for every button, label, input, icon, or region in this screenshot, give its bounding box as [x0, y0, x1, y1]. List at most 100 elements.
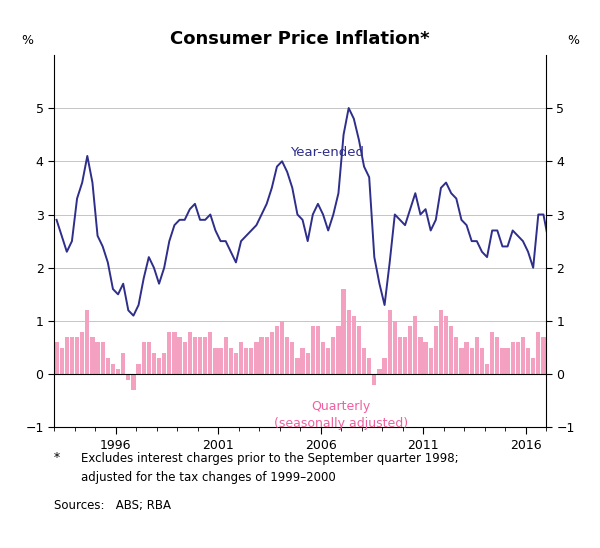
Bar — [229, 347, 233, 374]
Bar — [439, 310, 443, 374]
Bar — [572, 342, 577, 374]
Bar — [326, 347, 331, 374]
Bar — [347, 310, 351, 374]
Bar — [131, 374, 136, 390]
Bar — [126, 374, 130, 380]
Bar — [254, 342, 259, 374]
Bar — [65, 337, 69, 374]
Title: Consumer Price Inflation*: Consumer Price Inflation* — [170, 30, 430, 48]
Bar — [182, 342, 187, 374]
Bar — [459, 347, 464, 374]
Bar — [213, 347, 218, 374]
Bar — [146, 342, 151, 374]
Bar — [116, 369, 120, 374]
Bar — [511, 342, 515, 374]
Bar — [551, 347, 556, 374]
Bar — [316, 326, 320, 374]
Bar — [259, 337, 264, 374]
Bar — [587, 363, 592, 374]
Bar — [392, 321, 397, 374]
Bar — [136, 363, 141, 374]
Bar — [567, 342, 571, 374]
Bar — [490, 332, 494, 374]
Bar — [101, 342, 105, 374]
Bar — [557, 353, 561, 374]
Bar — [470, 347, 474, 374]
Bar — [449, 326, 454, 374]
Bar — [321, 342, 325, 374]
Bar — [85, 310, 89, 374]
Bar — [90, 337, 95, 374]
Bar — [541, 337, 545, 374]
Bar — [244, 347, 248, 374]
Bar — [203, 337, 208, 374]
Bar — [331, 337, 335, 374]
Bar — [234, 353, 238, 374]
Bar — [357, 326, 361, 374]
Bar — [172, 332, 176, 374]
Bar — [208, 332, 212, 374]
Bar — [526, 347, 530, 374]
Bar — [531, 358, 535, 374]
Bar — [505, 347, 510, 374]
Bar — [377, 369, 382, 374]
Bar — [495, 337, 499, 374]
Bar — [249, 347, 253, 374]
Bar — [413, 316, 418, 374]
Bar — [80, 332, 85, 374]
Bar — [341, 289, 346, 374]
Bar — [106, 358, 110, 374]
Bar — [434, 326, 438, 374]
Bar — [388, 310, 392, 374]
Text: Year-ended: Year-ended — [290, 146, 364, 159]
Bar — [418, 337, 422, 374]
Bar — [598, 374, 600, 380]
Bar — [367, 358, 371, 374]
Bar — [582, 363, 587, 374]
Bar — [269, 332, 274, 374]
Bar — [480, 347, 484, 374]
Bar — [521, 337, 525, 374]
Bar — [198, 337, 202, 374]
Bar — [152, 353, 156, 374]
Bar — [75, 337, 79, 374]
Bar — [475, 337, 479, 374]
Bar — [428, 347, 433, 374]
Bar — [372, 374, 376, 385]
Text: Excludes interest charges prior to the September quarter 1998;: Excludes interest charges prior to the S… — [81, 452, 458, 465]
Bar — [515, 342, 520, 374]
Bar — [403, 337, 407, 374]
Bar — [311, 326, 315, 374]
Text: adjusted for the tax changes of 1999–2000: adjusted for the tax changes of 1999–200… — [81, 471, 336, 484]
Bar — [336, 326, 341, 374]
Bar — [70, 337, 74, 374]
Bar — [275, 326, 279, 374]
Bar — [121, 353, 125, 374]
Bar — [464, 342, 469, 374]
Text: Quarterly
(seasonally adjusted): Quarterly (seasonally adjusted) — [274, 399, 408, 430]
Text: %: % — [21, 35, 33, 47]
Bar — [301, 347, 305, 374]
Bar — [408, 326, 412, 374]
Bar — [500, 347, 505, 374]
Bar — [352, 316, 356, 374]
Text: *: * — [54, 452, 60, 465]
Bar — [142, 342, 146, 374]
Bar — [95, 342, 100, 374]
Bar — [382, 358, 387, 374]
Bar — [224, 337, 228, 374]
Bar — [157, 358, 161, 374]
Text: %: % — [567, 35, 579, 47]
Bar — [285, 337, 289, 374]
Bar — [193, 337, 197, 374]
Bar — [305, 353, 310, 374]
Bar — [547, 342, 551, 374]
Bar — [577, 353, 581, 374]
Bar — [444, 316, 448, 374]
Bar — [167, 332, 172, 374]
Bar — [593, 369, 597, 374]
Bar — [55, 342, 59, 374]
Bar — [562, 342, 566, 374]
Bar — [188, 332, 192, 374]
Bar — [398, 337, 402, 374]
